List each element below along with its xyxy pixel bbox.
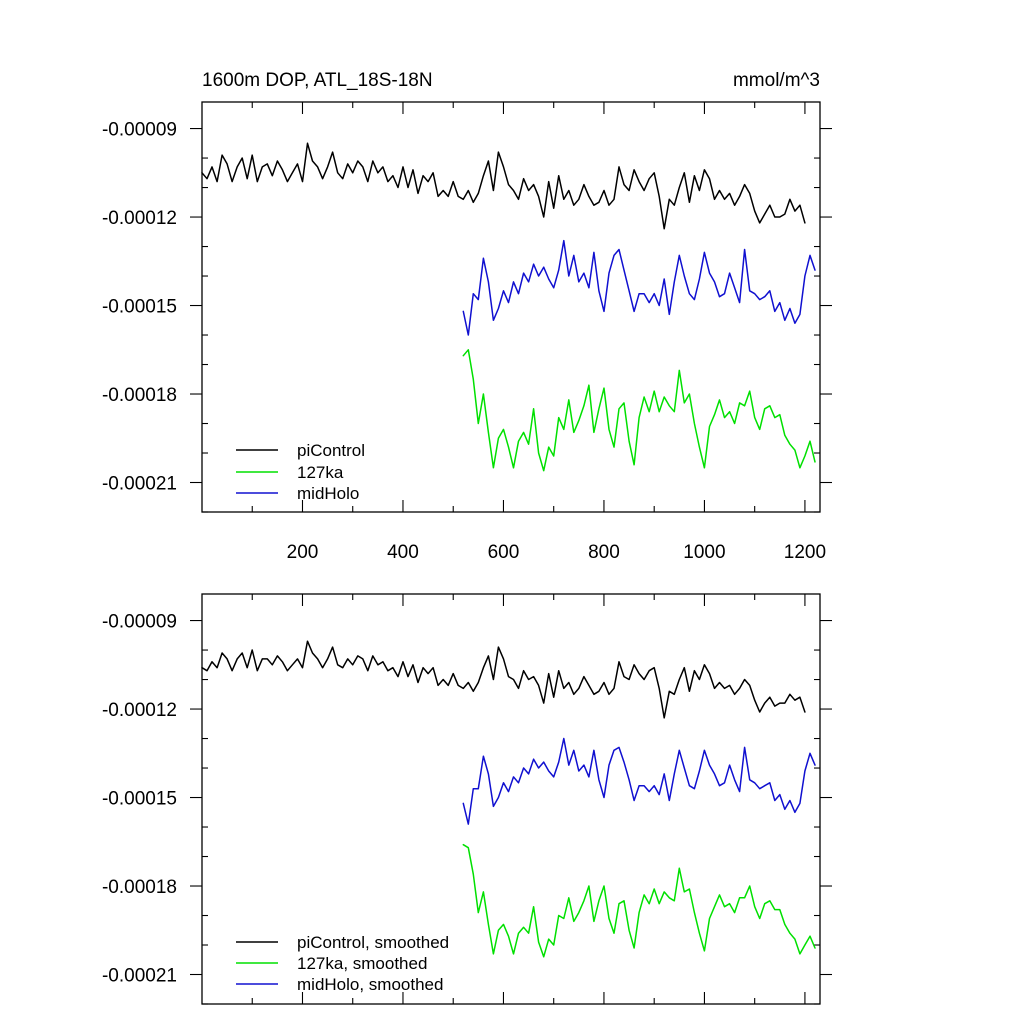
plot-frame [201, 593, 821, 1005]
x-tick-label: 400 [387, 542, 419, 563]
y-tick-label: -0.00021 [102, 966, 177, 987]
x-tick-label: 600 [488, 542, 520, 563]
y-tick-label: -0.00009 [102, 120, 177, 141]
legend-label: 127ka [297, 463, 344, 482]
legend-label: midHolo [297, 484, 359, 503]
x-tick-label: 200 [287, 542, 319, 563]
legend-label: piControl, smoothed [297, 933, 449, 952]
y-tick-label: -0.00012 [102, 700, 177, 721]
series-lines [201, 142, 816, 472]
series-line [462, 843, 816, 958]
y-tick-label: -0.00015 [102, 297, 177, 318]
legend-label: piControl [297, 441, 365, 460]
y-tick-label: -0.00018 [102, 385, 177, 406]
series-line [201, 142, 806, 230]
chart-title: 1600m DOP, ATL_18S-18N [202, 70, 433, 91]
series-line [462, 239, 816, 336]
legend: piControl 127ka midHolo [236, 441, 365, 503]
legend-item: piControl [236, 441, 365, 460]
legend-item: midHolo [236, 484, 359, 503]
y-tick-label: -0.00015 [102, 789, 177, 810]
plot-frame [201, 101, 821, 513]
legend-label: midHolo, smoothed [297, 975, 443, 994]
y-tick-label: -0.00012 [102, 208, 177, 229]
y-tick-label: -0.00021 [102, 474, 177, 495]
x-tick-label: 1200 [784, 542, 826, 563]
y-axis-tick-labels: -0.00009 -0.00012 -0.00015 -0.00018 -0.00021 [102, 120, 177, 495]
units-label: mmol/m^3 [733, 70, 820, 91]
legend-label: 127ka, smoothed [297, 954, 427, 973]
x-tick-label: 1000 [683, 542, 725, 563]
series-line [201, 640, 806, 719]
axis-ticks [190, 594, 832, 1005]
y-axis-tick-labels: -0.00009 -0.00012 -0.00015 -0.00018 -0.00021 [102, 612, 177, 987]
series-line [462, 349, 816, 472]
legend-item: midHolo, smoothed [236, 975, 443, 994]
legend-item: 127ka, smoothed [236, 954, 427, 973]
axis-ticks [190, 102, 832, 513]
legend-item: 127ka [236, 463, 344, 482]
y-tick-label: -0.00009 [102, 612, 177, 633]
bottom-panel: -0.00009 -0.00012 -0.00015 -0.00018 -0.00021… [102, 593, 832, 1005]
top-panel: 1600m DOP, ATL_18S-18N mmol/m^3 -0.00009… [102, 70, 832, 563]
legend-item: piControl, smoothed [236, 933, 449, 952]
series-lines [201, 640, 816, 958]
y-tick-label: -0.00018 [102, 877, 177, 898]
x-tick-label: 800 [588, 542, 620, 563]
series-line [462, 737, 816, 825]
x-axis-tick-labels: 200 400 600 800 1000 1200 [287, 542, 826, 563]
legend: piControl, smoothed 127ka, smoothed midH… [236, 933, 449, 994]
